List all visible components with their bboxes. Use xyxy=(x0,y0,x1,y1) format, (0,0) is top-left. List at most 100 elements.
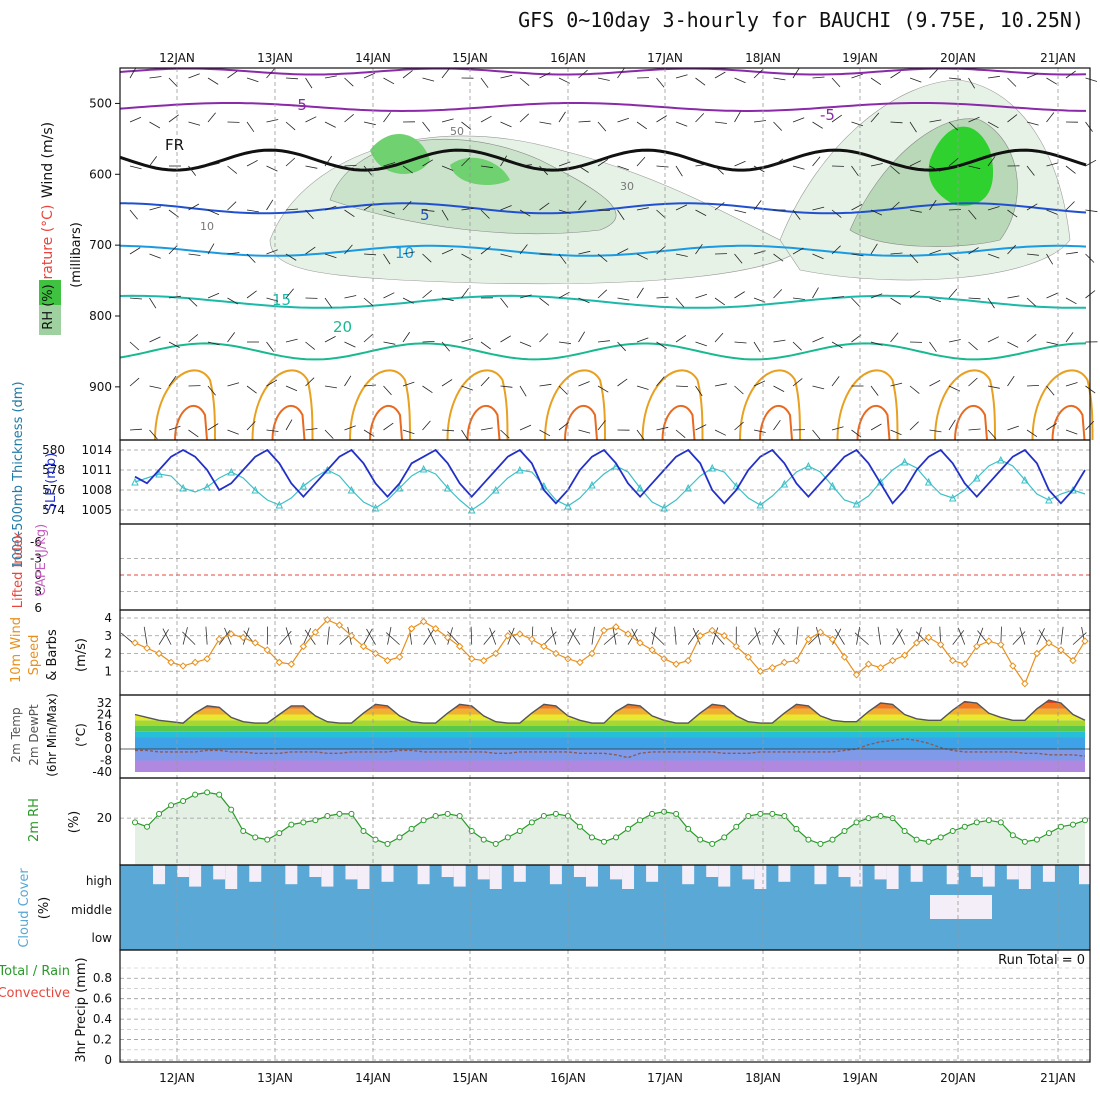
wind-barb xyxy=(500,335,512,343)
cloud-gap-high xyxy=(718,865,731,887)
wind-barb xyxy=(480,165,493,169)
wind-barb xyxy=(149,121,161,129)
wind-barb xyxy=(1007,114,1018,123)
wind-speed-point xyxy=(323,616,332,624)
cloud-gap-high xyxy=(610,865,623,880)
wind-barb xyxy=(305,209,314,220)
slp-axis-label: SLP (mb) xyxy=(44,453,59,512)
wind-barb xyxy=(1046,385,1055,396)
wind-barb xyxy=(1065,251,1078,255)
wind-barb-10m xyxy=(892,629,903,645)
wind-barb xyxy=(792,165,805,170)
axis-label-part: RH (%) xyxy=(41,284,56,329)
wind-barb xyxy=(987,156,996,167)
wind-barb xyxy=(948,419,956,431)
wind-speed-point xyxy=(780,658,789,667)
wind-barb xyxy=(987,429,997,440)
wind-barb-10m xyxy=(385,632,400,645)
cloud-gap-high xyxy=(489,865,502,889)
wind-barb xyxy=(636,156,646,167)
y-tick-label: 0 xyxy=(104,742,112,756)
bottom-day-label: 18JAN xyxy=(745,1071,781,1085)
wind-barb xyxy=(929,199,937,211)
wind-barb xyxy=(441,297,454,302)
cloud-level-label: middle xyxy=(71,903,112,917)
wind-barb xyxy=(129,247,141,255)
rh-point xyxy=(709,840,716,847)
rh-point xyxy=(480,836,487,843)
bottom-day-label: 12JAN xyxy=(159,1071,195,1085)
dewpt-line xyxy=(135,738,1086,759)
wind-barb xyxy=(1046,77,1058,85)
wind-speed-point xyxy=(876,663,885,672)
rh-point xyxy=(312,817,319,824)
wind-barb xyxy=(948,121,959,131)
rh-point xyxy=(216,791,223,798)
rh-contour-label: 30 xyxy=(620,180,634,193)
wind-barb xyxy=(227,165,238,174)
wind-barb xyxy=(831,376,840,387)
wind-barb-10m xyxy=(650,631,665,645)
wind-barb xyxy=(402,251,415,255)
wind-speed-point xyxy=(997,640,1005,649)
bottom-day-label: 20JAN xyxy=(940,1071,976,1085)
wind-barb-10m xyxy=(612,626,617,645)
wind-barb xyxy=(578,429,591,434)
cloud-gap-high xyxy=(249,865,262,882)
isotherm-label: 20 xyxy=(333,318,352,336)
wind-barb-10m xyxy=(816,627,821,645)
wind-barb xyxy=(305,246,316,255)
wind-barb xyxy=(636,287,644,299)
wind-barb xyxy=(558,253,567,264)
top-day-label: 13JAN xyxy=(257,51,293,65)
wind-barb xyxy=(851,429,862,438)
rh-point xyxy=(673,810,680,817)
wind-barb xyxy=(636,121,648,130)
wind-barb xyxy=(227,382,240,387)
wind-barb xyxy=(714,121,727,124)
isotherm-label: FR xyxy=(165,136,184,154)
wind-barb xyxy=(519,77,530,87)
wind-barb-10m xyxy=(508,630,521,645)
wind-barb xyxy=(207,162,220,167)
wind-barb xyxy=(480,246,491,255)
wind-speed-point xyxy=(492,649,500,658)
wind-speed-point xyxy=(143,644,151,652)
wind-barb xyxy=(1007,425,1019,431)
wind-barb xyxy=(539,383,552,387)
wind-barb xyxy=(675,204,688,211)
wind-barb xyxy=(851,73,863,79)
wind-barb xyxy=(773,419,781,431)
y-tick-label: 20 xyxy=(97,811,112,825)
thickness-point xyxy=(419,464,428,473)
wind-speed-point xyxy=(540,642,548,651)
bottom-day-label: 16JAN xyxy=(550,1071,586,1085)
wind-barb-10m xyxy=(366,628,376,645)
wind-barb xyxy=(617,165,629,171)
wind-barb xyxy=(636,207,649,211)
wind-speed-point xyxy=(155,649,163,658)
wind-barb xyxy=(1065,165,1076,174)
cloud-gap-high xyxy=(682,865,695,885)
rh-point xyxy=(588,834,595,841)
top-day-label: 12JAN xyxy=(159,51,195,65)
thickness-point xyxy=(804,461,813,470)
wind-barb xyxy=(441,379,453,387)
rh-point xyxy=(685,825,692,832)
wind-barb xyxy=(753,429,766,433)
wind-barb xyxy=(500,74,513,79)
top-day-label: 18JAN xyxy=(745,51,781,65)
axis-label-part: Speed xyxy=(27,635,42,676)
wind-barb xyxy=(675,165,683,177)
wind-speed-point xyxy=(455,642,464,651)
wind-barb xyxy=(227,332,236,343)
wind-barb xyxy=(149,206,162,211)
wind-barb xyxy=(519,385,527,397)
rh-point xyxy=(649,810,656,817)
thickness-point xyxy=(443,483,452,492)
bottom-day-label: 14JAN xyxy=(355,1071,391,1085)
wind-barb xyxy=(1026,73,1039,79)
rh-point xyxy=(1082,817,1088,824)
wind-speed-point xyxy=(912,639,921,647)
